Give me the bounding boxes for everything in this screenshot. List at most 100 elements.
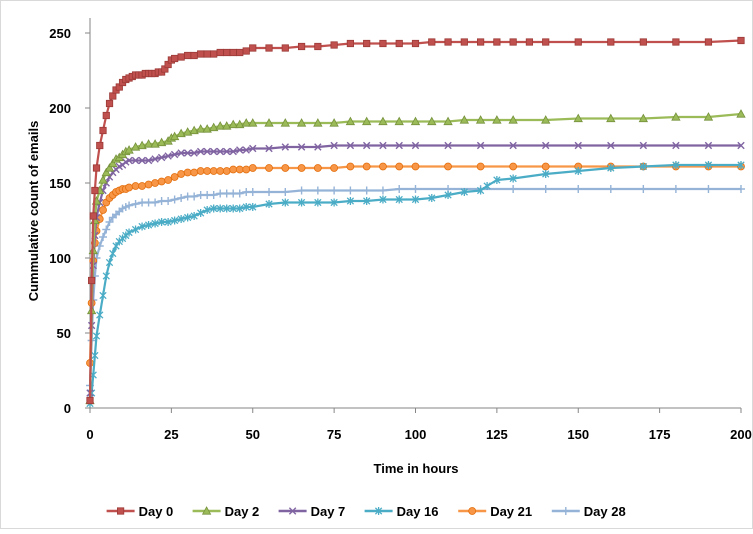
data-point: [242, 203, 250, 211]
data-point: [209, 191, 218, 199]
data-point: [102, 272, 110, 280]
data-point: [138, 182, 146, 190]
data-point: [345, 116, 356, 126]
data-point: [607, 141, 615, 150]
data-point: [265, 200, 273, 208]
legend: Day 0 Day 2 Day 7 Day 16 Day 21 Day 28: [106, 504, 626, 519]
data-point: [378, 116, 388, 126]
data-point: [236, 48, 244, 57]
data-point: [264, 118, 274, 127]
data-point: [203, 50, 211, 58]
data-point: [607, 164, 615, 172]
data-point: [249, 144, 257, 153]
data-point: [476, 162, 485, 171]
data-point: [346, 39, 355, 48]
data-point: [144, 180, 153, 189]
data-point: [379, 39, 387, 48]
x-tick-label: 100: [405, 427, 427, 442]
data-point: [183, 213, 192, 222]
legend-item-day-21: Day 21: [458, 504, 532, 519]
data-point: [483, 182, 491, 190]
data-point: [672, 161, 680, 169]
data-point: [242, 165, 251, 174]
data-point: [216, 204, 224, 213]
data-point: [704, 38, 713, 46]
data-point: [223, 48, 231, 57]
data-point: [704, 141, 713, 150]
data-point: [493, 176, 501, 184]
data-point: [379, 162, 387, 171]
data-point: [330, 198, 338, 207]
data-point: [541, 162, 550, 171]
x-tick-label: 50: [246, 427, 260, 442]
data-point: [151, 179, 160, 187]
data-point: [203, 167, 212, 175]
data-point: [330, 41, 338, 49]
data-point: [542, 141, 550, 150]
data-point: [99, 291, 107, 300]
data-point: [189, 125, 199, 135]
data-point: [410, 116, 421, 126]
legend-label: Day 28: [584, 504, 626, 519]
data-point: [297, 143, 306, 151]
x-tick-label: 150: [567, 427, 589, 442]
data-point: [281, 44, 289, 52]
data-point: [131, 182, 140, 190]
data-point: [475, 115, 486, 124]
data-point: [229, 204, 237, 213]
data-point: [444, 38, 452, 46]
data-point: [229, 147, 237, 156]
data-point: [151, 219, 159, 228]
data-point: [639, 162, 648, 171]
data-point: [361, 116, 372, 126]
data-point: [509, 174, 517, 183]
data-point: [281, 164, 290, 172]
data-point: [476, 141, 485, 150]
data-point: [241, 118, 251, 127]
data-point: [125, 201, 134, 210]
data-point: [190, 51, 198, 60]
x-tick-labels: 0 25 50 75 100 125 150 175 200: [86, 427, 751, 442]
data-point: [197, 50, 205, 58]
data-point: [249, 203, 257, 211]
data-point: [427, 116, 437, 126]
data-point: [249, 44, 257, 52]
data-point: [737, 185, 745, 193]
data-point: [196, 167, 205, 175]
data-point: [607, 38, 615, 46]
data-point: [203, 147, 211, 156]
data-point: [574, 141, 582, 150]
x-axis-title: Time in hours: [374, 461, 459, 476]
data-point: [379, 141, 387, 150]
data-point: [130, 142, 141, 151]
legend-label: Day 21: [490, 504, 532, 519]
data-point: [737, 141, 745, 150]
data-point: [639, 38, 647, 46]
data-point: [183, 149, 192, 157]
data-point: [639, 185, 648, 193]
data-point: [313, 164, 322, 172]
data-point: [395, 141, 403, 150]
legend-item-day-2: Day 2: [192, 504, 259, 519]
data-point: [460, 188, 468, 196]
legend-marker: [288, 507, 297, 515]
data-point: [362, 141, 371, 150]
data-point: [156, 137, 167, 147]
data-point: [229, 48, 237, 57]
data-point: [395, 185, 404, 193]
data-point: [476, 186, 485, 195]
legend-marker: [117, 507, 125, 515]
legend-item-day-28: Day 28: [551, 504, 626, 519]
data-point: [313, 186, 322, 195]
data-point: [138, 222, 146, 231]
data-point: [91, 186, 99, 195]
data-point: [177, 215, 185, 223]
y-tick-labels: 0 50 100 150 200 250: [49, 26, 71, 416]
data-point: [228, 119, 238, 129]
data-point: [92, 332, 101, 340]
x-tick-label: 0: [86, 427, 93, 442]
data-point: [428, 194, 436, 202]
data-point: [574, 167, 582, 175]
data-point: [99, 233, 108, 241]
